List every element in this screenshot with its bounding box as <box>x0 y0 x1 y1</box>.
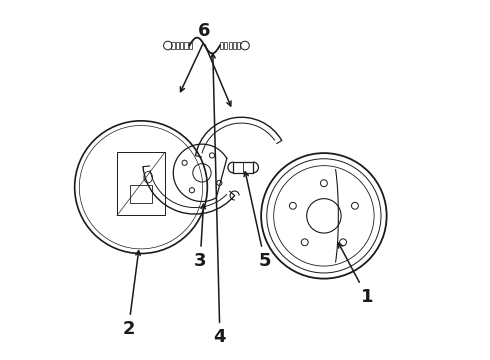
Bar <box>176 42 179 49</box>
Bar <box>220 42 223 49</box>
Bar <box>228 42 232 49</box>
Bar <box>184 42 188 49</box>
Bar <box>233 42 236 49</box>
Text: 6: 6 <box>197 22 210 40</box>
Bar <box>172 42 175 49</box>
Text: 1: 1 <box>339 243 373 306</box>
Text: 2: 2 <box>122 251 140 338</box>
Bar <box>237 42 240 49</box>
Bar <box>233 162 253 173</box>
Text: 3: 3 <box>194 204 206 270</box>
Text: 5: 5 <box>244 172 271 270</box>
Bar <box>224 42 227 49</box>
Bar <box>117 152 165 215</box>
Bar <box>189 42 192 49</box>
Bar <box>130 185 152 203</box>
Text: 4: 4 <box>211 54 226 346</box>
Bar <box>180 42 183 49</box>
